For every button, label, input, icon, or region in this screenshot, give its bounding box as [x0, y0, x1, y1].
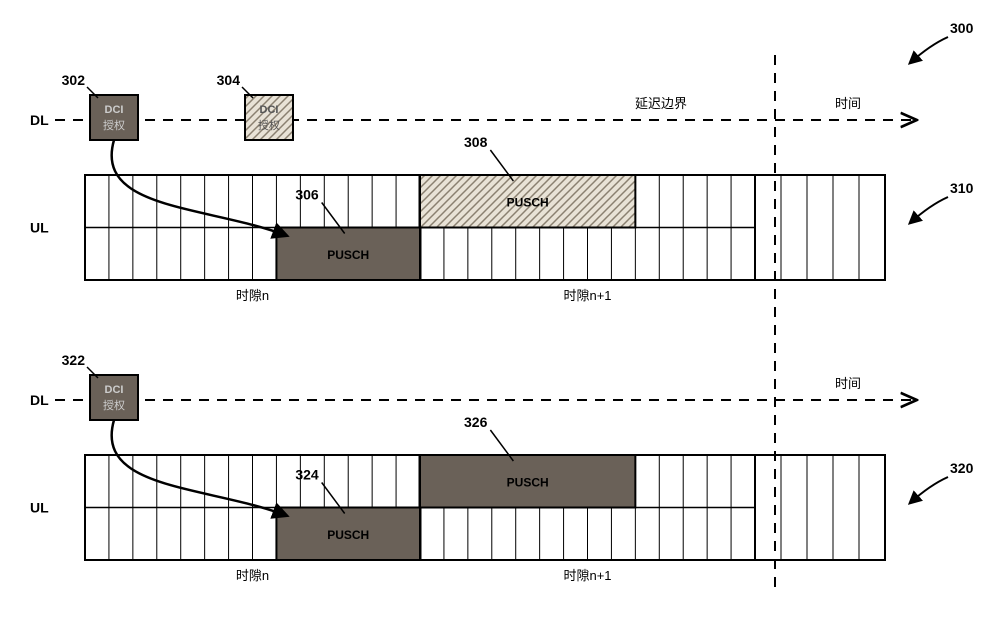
- svg-text:PUSCH: PUSCH: [327, 528, 369, 542]
- svg-text:PUSCH: PUSCH: [507, 195, 549, 209]
- svg-text:授权: 授权: [103, 118, 125, 132]
- svg-text:授权: 授权: [258, 118, 280, 132]
- svg-text:UL: UL: [30, 500, 49, 516]
- svg-text:DL: DL: [30, 392, 49, 408]
- dci-box: [90, 375, 138, 420]
- svg-text:300: 300: [950, 20, 974, 36]
- svg-text:324: 324: [295, 467, 319, 483]
- svg-text:授权: 授权: [103, 398, 125, 412]
- timing-diagram: DL UL 时隙n 时隙n+1 时间 DL UL 时隙n 时隙n+1 时间 延迟边界 DCI 授权 302…: [0, 0, 1000, 628]
- svg-text:时间: 时间: [835, 376, 861, 391]
- dci-box: [90, 95, 138, 140]
- svg-text:310: 310: [950, 180, 974, 196]
- svg-text:322: 322: [62, 352, 86, 368]
- svg-text:DL: DL: [30, 112, 49, 128]
- svg-text:PUSCH: PUSCH: [327, 248, 369, 262]
- svg-text:时隙n+1: 时隙n+1: [563, 568, 611, 583]
- svg-text:时隙n: 时隙n: [236, 288, 269, 303]
- svg-text:302: 302: [62, 72, 86, 88]
- svg-text:DCI: DCI: [105, 104, 124, 116]
- svg-text:306: 306: [295, 187, 319, 203]
- svg-text:326: 326: [464, 414, 488, 430]
- svg-text:时间: 时间: [835, 96, 861, 111]
- svg-text:320: 320: [950, 460, 974, 476]
- svg-text:DCI: DCI: [105, 384, 124, 396]
- svg-text:PUSCH: PUSCH: [507, 475, 549, 489]
- svg-text:延迟边界: 延迟边界: [635, 96, 687, 111]
- svg-text:308: 308: [464, 134, 488, 150]
- svg-text:UL: UL: [30, 220, 49, 236]
- svg-text:304: 304: [217, 72, 241, 88]
- svg-text:时隙n: 时隙n: [236, 568, 269, 583]
- svg-text:DCI: DCI: [260, 104, 279, 116]
- svg-text:时隙n+1: 时隙n+1: [563, 288, 611, 303]
- dci-box: [245, 95, 293, 140]
